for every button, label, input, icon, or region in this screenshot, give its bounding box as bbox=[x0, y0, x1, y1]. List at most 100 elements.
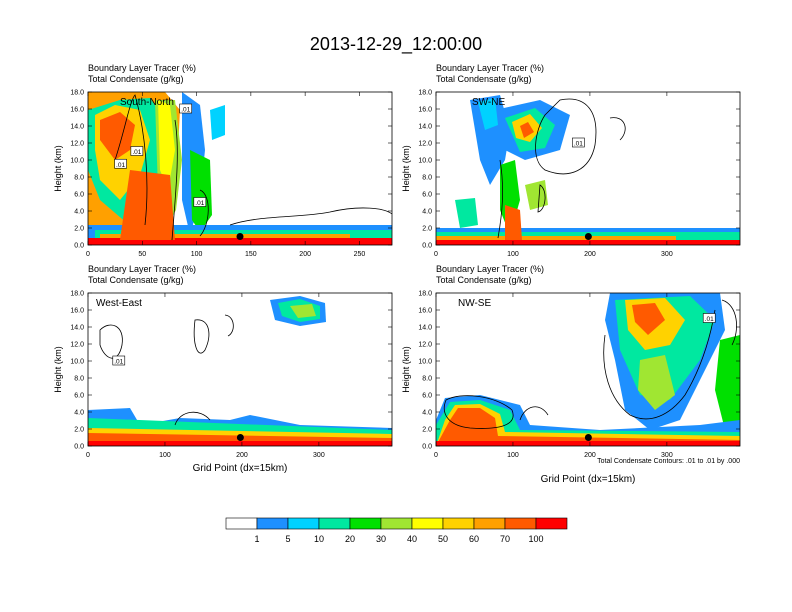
x-tick-label: 100 bbox=[191, 251, 203, 258]
heatmap-field bbox=[88, 92, 392, 245]
contour-label: .01 bbox=[574, 141, 583, 148]
y-axis-label: Height (km) bbox=[53, 346, 63, 393]
contour-label: .01 bbox=[114, 359, 123, 366]
colorbar-label: 100 bbox=[528, 534, 543, 544]
location-marker bbox=[236, 233, 244, 240]
y-tick-label: 8.0 bbox=[422, 175, 432, 182]
contour-label: .01 bbox=[181, 107, 190, 114]
y-tick-label: 2.0 bbox=[422, 226, 432, 233]
x-tick-label: 300 bbox=[313, 452, 325, 459]
contour-label: .01 bbox=[116, 162, 125, 169]
colorbar-swatch bbox=[473, 517, 506, 530]
y-tick-label: 12.0 bbox=[418, 141, 432, 148]
panel-nw-se: Boundary Layer Tracer (%) Total Condensa… bbox=[401, 264, 741, 485]
y-tick-label: 16.0 bbox=[418, 107, 432, 114]
y-tick-label: 4.0 bbox=[74, 209, 84, 216]
y-tick-label: 4.0 bbox=[74, 410, 84, 417]
x-tick-label: 200 bbox=[584, 251, 596, 258]
colorbar-swatch bbox=[318, 517, 351, 530]
location-marker bbox=[236, 434, 244, 441]
colorbar-swatch bbox=[256, 517, 289, 530]
panel-title-tracer: Boundary Layer Tracer (%) bbox=[436, 63, 544, 73]
contour-label: .01 bbox=[195, 200, 204, 207]
x-axis-label: Grid Point (dx=15km) bbox=[541, 474, 636, 485]
panel-label: South-North bbox=[120, 97, 174, 108]
contour-info: Total Condensate Contours: .01 to .01 by… bbox=[597, 458, 740, 465]
colorbar-swatch bbox=[225, 517, 258, 530]
y-tick-label: 10.0 bbox=[70, 158, 84, 165]
colorbar-swatch bbox=[411, 517, 444, 530]
contour-label-box bbox=[572, 137, 585, 148]
plot-frame bbox=[435, 91, 741, 246]
axes: 0.0 2.0 4.0 6.0 8.0 10.0 12.0 14.0 16.0 18.0 0 100 2… bbox=[70, 291, 392, 459]
y-tick-label: 18.0 bbox=[70, 291, 84, 298]
contour-label-box bbox=[193, 197, 207, 207]
y-tick-label: 14.0 bbox=[70, 124, 84, 131]
contour-label: .01 bbox=[705, 316, 714, 323]
y-tick-label: 18.0 bbox=[418, 90, 432, 97]
panel-label: West-East bbox=[96, 298, 142, 309]
colorbar-label: 40 bbox=[407, 534, 417, 544]
x-tick-label: 300 bbox=[661, 251, 673, 258]
y-tick-label: 12.0 bbox=[70, 141, 84, 148]
panel-title-condensate: Total Condensate (g/kg) bbox=[88, 275, 184, 285]
contour-label-box bbox=[702, 313, 716, 323]
y-axis-label: Height (km) bbox=[401, 346, 411, 393]
panel-title-tracer: Boundary Layer Tracer (%) bbox=[436, 264, 544, 274]
location-marker bbox=[584, 233, 592, 240]
y-tick-label: 14.0 bbox=[70, 325, 84, 332]
y-tick-label: 16.0 bbox=[70, 308, 84, 315]
axes: 0.0 2.0 4.0 6.0 8.0 10.0 12.0 14.0 16.0 18.0 0 50 10… bbox=[70, 90, 392, 258]
y-tick-label: 18.0 bbox=[70, 90, 84, 97]
y-tick-label: 8.0 bbox=[422, 376, 432, 383]
y-tick-label: 6.0 bbox=[74, 393, 84, 400]
colorbar-swatch bbox=[380, 517, 413, 530]
y-tick-label: 6.0 bbox=[422, 393, 432, 400]
y-tick-label: 16.0 bbox=[418, 308, 432, 315]
y-tick-label: 6.0 bbox=[74, 192, 84, 199]
panel-title-condensate: Total Condensate (g/kg) bbox=[88, 74, 184, 84]
x-tick-label: 200 bbox=[584, 452, 596, 459]
colorbar-swatch bbox=[442, 517, 475, 530]
contour-label: .01 bbox=[132, 149, 141, 156]
plot-frame bbox=[87, 292, 393, 447]
plot-frame bbox=[435, 292, 741, 447]
x-tick-label: 200 bbox=[236, 452, 248, 459]
plot-frame bbox=[87, 91, 393, 246]
panel-title-tracer: Boundary Layer Tracer (%) bbox=[88, 264, 196, 274]
heatmap-field bbox=[436, 293, 740, 446]
y-tick-label: 18.0 bbox=[418, 291, 432, 298]
y-tick-label: 10.0 bbox=[418, 359, 432, 366]
x-tick-label: 100 bbox=[507, 251, 519, 258]
colorbar-label: 70 bbox=[500, 534, 510, 544]
x-axis-label: Grid Point (dx=15km) bbox=[193, 463, 288, 474]
x-tick-label: 0 bbox=[434, 452, 438, 459]
page-title: 2013-12-29_12:00:00 bbox=[310, 34, 482, 55]
panel-sw-ne: Boundary Layer Tracer (%) Total Condensa… bbox=[401, 63, 741, 258]
colorbar-swatch bbox=[504, 517, 537, 530]
colorbar-swatch bbox=[287, 517, 320, 530]
colorbar-label: 20 bbox=[345, 534, 355, 544]
x-tick-label: 150 bbox=[245, 251, 257, 258]
y-tick-label: 8.0 bbox=[74, 376, 84, 383]
colorbar-swatch bbox=[349, 517, 382, 530]
x-tick-label: 50 bbox=[138, 251, 146, 258]
y-axis-label: Height (km) bbox=[401, 145, 411, 192]
x-tick-label: 100 bbox=[507, 452, 519, 459]
y-tick-label: 10.0 bbox=[70, 359, 84, 366]
colorbar: 1 5 10 20 30 40 50 60 70 100 bbox=[225, 517, 568, 544]
panel-west-east: Boundary Layer Tracer (%) Total Condensa… bbox=[53, 264, 393, 474]
y-tick-label: 12.0 bbox=[70, 342, 84, 349]
y-tick-label: 16.0 bbox=[70, 107, 84, 114]
y-tick-label: 2.0 bbox=[422, 427, 432, 434]
y-tick-label: 4.0 bbox=[422, 209, 432, 216]
heatmap-field bbox=[88, 293, 392, 446]
y-tick-label: 14.0 bbox=[418, 325, 432, 332]
contour-label-box bbox=[130, 146, 144, 156]
panel-title-condensate: Total Condensate (g/kg) bbox=[436, 275, 532, 285]
y-axis-label: Height (km) bbox=[53, 145, 63, 192]
contour-label-box bbox=[179, 103, 193, 114]
y-tick-label: 0.0 bbox=[422, 444, 432, 451]
colorbar-label: 10 bbox=[314, 534, 324, 544]
